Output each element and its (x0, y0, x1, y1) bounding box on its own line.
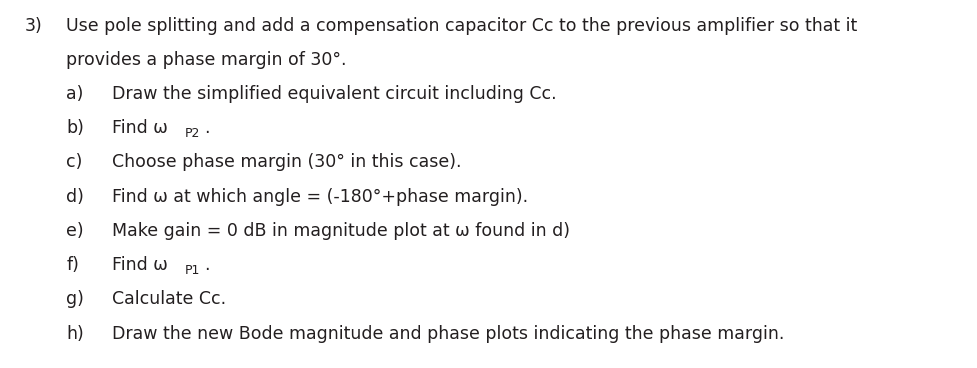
Text: Calculate Cc.: Calculate Cc. (112, 290, 227, 308)
Text: provides a phase margin of 30°.: provides a phase margin of 30°. (66, 51, 347, 69)
Text: Make gain = 0 dB in magnitude plot at ω found in d): Make gain = 0 dB in magnitude plot at ω … (112, 222, 571, 240)
Text: .: . (204, 256, 210, 274)
Text: e): e) (66, 222, 84, 240)
Text: h): h) (66, 325, 84, 343)
Text: Use pole splitting and add a compensation capacitor Cc to the previous amplifier: Use pole splitting and add a compensatio… (66, 17, 858, 35)
Text: a): a) (66, 85, 84, 103)
Text: P2: P2 (185, 127, 200, 140)
Text: P1: P1 (185, 264, 200, 277)
Text: f): f) (66, 256, 79, 274)
Text: Draw the simplified equivalent circuit including Cc.: Draw the simplified equivalent circuit i… (112, 85, 557, 103)
Text: Find ω at which angle = (-180°+phase margin).: Find ω at which angle = (-180°+phase mar… (112, 188, 529, 206)
Text: b): b) (66, 119, 84, 137)
Text: Find ω: Find ω (112, 119, 168, 137)
Text: Find ω: Find ω (112, 256, 168, 274)
Text: Draw the new Bode magnitude and phase plots indicating the phase margin.: Draw the new Bode magnitude and phase pl… (112, 325, 785, 343)
Text: d): d) (66, 188, 84, 206)
Text: g): g) (66, 290, 84, 308)
Text: Choose phase margin (30° in this case).: Choose phase margin (30° in this case). (112, 153, 462, 171)
Text: 3): 3) (24, 17, 42, 35)
Text: .: . (204, 119, 210, 137)
Text: c): c) (66, 153, 83, 171)
